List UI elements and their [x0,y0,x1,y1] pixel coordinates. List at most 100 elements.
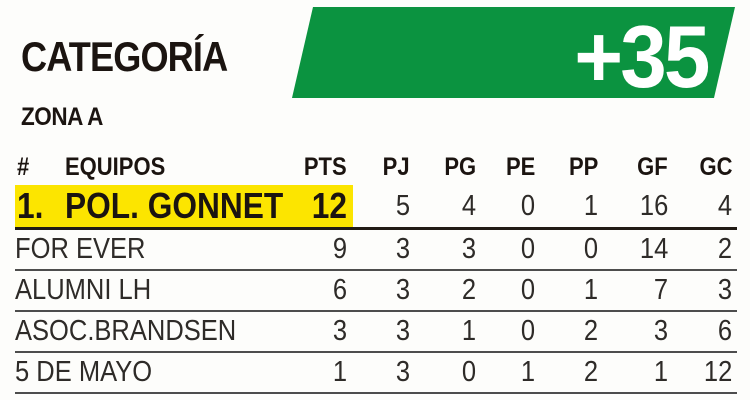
gf-cell: 14 [601,228,671,271]
category-badge-value: +35 [574,6,708,106]
table-row: 5 DE MAYO 1 3 0 1 2 1 12 [15,352,737,394]
leader-pp: 1 [583,189,598,222]
pe-cell: 1 [479,352,538,394]
leader-gc: 4 [717,189,732,222]
pg-cell: 3 [413,228,479,271]
column-header-pe-label: PE [505,153,535,181]
pts-value: 3 [332,315,347,347]
column-header-rank: # [15,150,65,185]
gc-cell: 12 [671,352,737,394]
pp-value: 2 [583,356,598,388]
leader-pts: 12 [311,185,347,226]
table-row-leader: 1. POL. GONNET 12 5 4 0 1 16 4 [15,185,737,230]
gf-value: 14 [639,233,668,265]
column-header-pp-label: PP [568,153,598,181]
pp-cell: 0 [538,228,601,271]
gf-cell: 3 [601,311,671,353]
column-header-pg: PG [413,150,479,185]
pts-value: 1 [332,356,347,388]
leader-gc-cell: 4 [671,185,737,230]
table-row: ALUMNI LH 6 3 2 0 1 7 3 [15,270,737,312]
column-header-gf-label: GF [637,153,668,181]
standings-table: # EQUIPOS PTS PJ PG PE PP GF GC 1. POL. … [15,150,737,394]
pp-cell: 1 [538,270,601,312]
pe-value: 0 [520,274,535,306]
leader-gf-cell: 16 [601,185,671,230]
column-header-pg-label: PG [444,153,476,181]
leader-pe-cell: 0 [479,185,538,230]
pg-value: 0 [461,356,476,388]
pp-cell: 2 [538,311,601,353]
pe-value: 0 [520,233,535,265]
gf-cell: 1 [601,352,671,394]
pe-value: 0 [520,315,535,347]
team-name: FOR EVER [15,233,146,265]
team-cell: ASOC.BRANDSEN [15,311,295,353]
leader-pj-cell: 5 [353,185,413,230]
pp-value: 1 [583,274,598,306]
column-header-gf: GF [601,150,671,185]
pe-cell: 0 [479,228,538,271]
pg-cell: 2 [413,270,479,312]
pj-value: 3 [395,274,410,306]
category-badge: +35 [291,6,735,106]
gf-cell: 7 [601,270,671,312]
team-name: ALUMNI LH [15,274,152,306]
column-header-rank-label: # [17,153,30,181]
pts-cell: 9 [295,228,353,271]
column-header-pj: PJ [353,150,413,185]
column-header-gc: GC [671,150,737,185]
team-cell: ALUMNI LH [15,270,295,312]
pe-value: 1 [520,356,535,388]
pj-cell: 3 [353,311,413,353]
leader-pe: 0 [520,189,535,222]
leader-gf: 16 [639,189,668,222]
column-header-equipos: EQUIPOS [65,150,295,185]
leader-team-cell: POL. GONNET [65,185,295,230]
table-row: ASOC.BRANDSEN 3 3 1 0 2 3 6 [15,311,737,353]
gc-value: 2 [717,233,732,265]
pg-value: 3 [461,233,476,265]
pp-cell: 2 [538,352,601,394]
leader-pts-cell: 12 [295,185,353,230]
pg-value: 1 [461,315,476,347]
leader-pg: 4 [461,189,476,222]
leader-pg-cell: 4 [413,185,479,230]
gc-cell: 2 [671,228,737,271]
column-header-pp: PP [538,150,601,185]
team-name: 5 DE MAYO [15,356,153,388]
gf-value: 1 [653,356,668,388]
team-cell: 5 DE MAYO [15,352,295,394]
column-header-pts: PTS [295,150,353,185]
pj-value: 3 [395,233,410,265]
gc-value: 6 [717,315,732,347]
leader-team-name: POL. GONNET [65,185,284,226]
pp-value: 0 [583,233,598,265]
pj-value: 3 [395,356,410,388]
gf-value: 7 [653,274,668,306]
column-header-pts-label: PTS [304,153,347,181]
team-cell: FOR EVER [15,228,295,271]
pts-cell: 1 [295,352,353,394]
leader-pp-cell: 1 [538,185,601,230]
table-row: FOR EVER 9 3 3 0 0 14 2 [15,228,737,271]
team-name: ASOC.BRANDSEN [15,315,237,347]
gc-value: 12 [703,356,732,388]
page-title: CATEGORÍA [21,33,228,80]
pts-cell: 6 [295,270,353,312]
pts-cell: 3 [295,311,353,353]
pg-value: 2 [461,274,476,306]
zone-label: ZONA A [21,103,103,131]
column-header-gc-label: GC [699,153,732,181]
pp-value: 2 [583,315,598,347]
pj-cell: 3 [353,270,413,312]
gf-value: 3 [653,315,668,347]
pg-cell: 1 [413,311,479,353]
pts-value: 6 [332,274,347,306]
pts-value: 9 [332,233,347,265]
gc-value: 3 [717,274,732,306]
pe-cell: 0 [479,311,538,353]
pe-cell: 0 [479,270,538,312]
leader-rank: 1. [17,185,44,226]
